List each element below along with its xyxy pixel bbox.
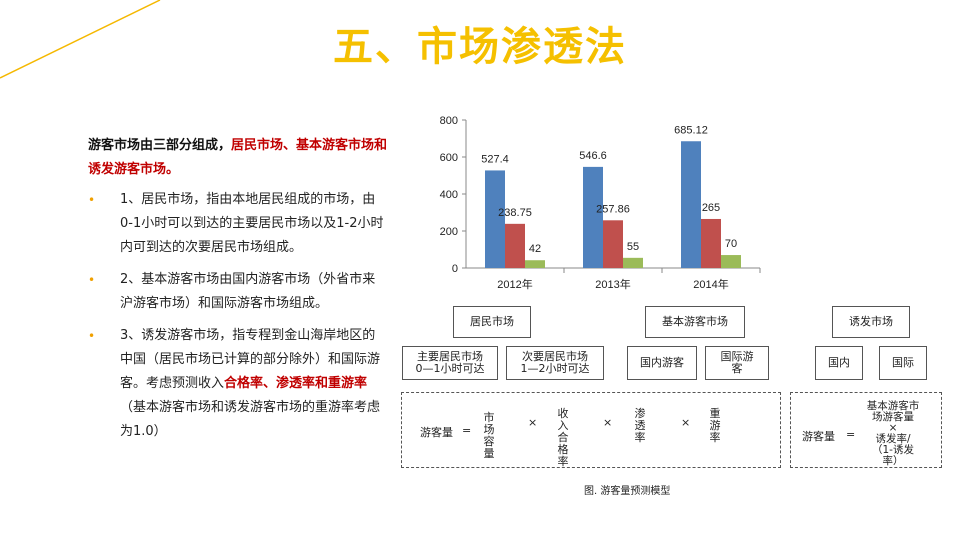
y-tick-label: 800 — [440, 115, 458, 127]
domestic-box: 国内 — [815, 346, 863, 380]
bar-1-1 — [603, 220, 623, 268]
international-box: 国际 — [879, 346, 927, 380]
y-tick-label: 600 — [440, 152, 458, 164]
formula1-times-3: × — [681, 416, 691, 429]
x-tick-label: 2012年 — [497, 277, 532, 291]
data-label: 70 — [725, 238, 737, 250]
intl-tourist-box: 国际游 客 — [705, 346, 769, 380]
bar-0-2 — [525, 260, 545, 268]
bar-1-0 — [583, 166, 603, 268]
bar-2-0 — [681, 141, 701, 268]
formula-basic-box — [401, 392, 781, 468]
data-label: 265 — [702, 202, 720, 214]
x-tick-label: 2014年 — [693, 277, 728, 291]
bullet-list: 1、居民市场，指由本地居民组成的市场，由0-1小时可以到达的主要居民市场以及1-… — [88, 188, 388, 444]
bar-0-0 — [485, 170, 505, 268]
y-tick-label: 200 — [440, 226, 458, 238]
formula2-equals: = — [846, 428, 856, 441]
formula1-times-1: × — [528, 416, 538, 429]
formula2-lhs: 游客量 — [802, 430, 835, 443]
bullet-induced-text-a: 3、诱发游客市场，指专程到金山海岸地区的中国（居民市场已计算的部分除外）和国际游… — [120, 328, 381, 391]
induced-market-box: 诱发市场 — [832, 306, 910, 338]
formula2-rhs: 基本游客市 场游客量 × 诱发率/ （1-诱发 率） — [866, 400, 920, 467]
resident-market-box: 居民市场 — [453, 306, 531, 338]
y-tick-label: 0 — [452, 263, 458, 275]
bullet-induced-text-b: （基本游客市场和诱发游客市场的重游率考虑为1.0） — [120, 400, 381, 439]
y-tick-label: 400 — [440, 189, 458, 201]
formula1-revisit-rate: 重游率 — [709, 407, 721, 444]
intro-paragraph: 游客市场由三部分组成，居民市场、基本游客市场和诱发游客市场。 — [88, 134, 388, 182]
data-label: 55 — [627, 241, 639, 253]
bullet-induced-highlight: 合格率、渗透率和重游率 — [224, 376, 368, 391]
description-text: 游客市场由三部分组成，居民市场、基本游客市场和诱发游客市场。 1、居民市场，指由… — [88, 134, 388, 452]
diagram-caption: 图. 游客量预测模型 — [584, 486, 671, 497]
data-label: 257.86 — [596, 203, 630, 215]
formula1-market-capacity: 市场容量 — [483, 411, 495, 460]
data-label: 527.4 — [481, 153, 509, 165]
data-label: 546.6 — [579, 150, 607, 162]
bar-chart: 0 200 400 600 800 527.4 238.75 42 2012年 546.6 257.… — [440, 115, 761, 291]
formula1-income-rate: 收入合格率 — [557, 407, 569, 468]
bar-1-2 — [623, 257, 643, 268]
bullet-resident: 1、居民市场，指由本地居民组成的市场，由0-1小时可以到达的主要居民市场以及1-… — [88, 188, 388, 260]
bar-2-2 — [721, 255, 741, 268]
formula-induced-box — [790, 392, 942, 468]
bar-2-1 — [701, 218, 721, 268]
data-label: 238.75 — [498, 207, 532, 219]
bar-0-1 — [505, 223, 525, 268]
bullet-basic: 2、基本游客市场由国内游客市场（外省市来沪游客市场）和国际游客市场组成。 — [88, 268, 388, 316]
formula1-times-2: × — [603, 416, 613, 429]
bullet-induced: 3、诱发游客市场，指专程到金山海岸地区的中国（居民市场已计算的部分除外）和国际游… — [88, 324, 388, 444]
data-label: 42 — [529, 243, 541, 255]
formula1-lhs: 游客量 — [420, 426, 453, 439]
domestic-tourist-box: 国内游客 — [627, 346, 697, 380]
secondary-resident-box: 次要居民市场 1—2小时可达 — [506, 346, 604, 380]
bullet-basic-text: 2、基本游客市场由国内游客市场（外省市来沪游客市场）和国际游客市场组成。 — [120, 272, 376, 311]
basic-market-box: 基本游客市场 — [645, 306, 745, 338]
page-title: 五、市场渗透法 — [333, 24, 627, 70]
formula1-equals: = — [462, 424, 472, 437]
data-label: 685.12 — [674, 124, 708, 136]
primary-resident-box: 主要居民市场 0—1小时可达 — [402, 346, 498, 380]
intro-plain: 游客市场由三部分组成， — [88, 138, 232, 153]
intro-highlight: 居民市场、基本游客市场和诱发游客市场。 — [88, 138, 388, 177]
x-tick-label: 2013年 — [595, 277, 630, 291]
bullet-resident-text: 1、居民市场，指由本地居民组成的市场，由0-1小时可以到达的主要居民市场以及1-… — [120, 192, 384, 255]
formula1-penetration-rate: 渗透率 — [634, 407, 646, 444]
corner-decoration — [0, 0, 161, 79]
